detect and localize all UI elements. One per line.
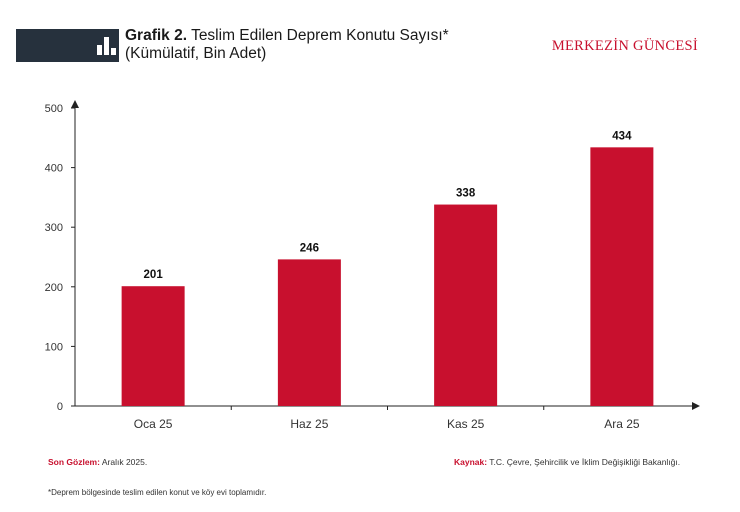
y-tick-label: 200 bbox=[45, 282, 63, 294]
chart-title-text: Teslim Edilen Deprem Konutu Sayısı* bbox=[191, 27, 449, 44]
y-tick-label: 500 bbox=[45, 103, 63, 115]
source-label: Kaynak: bbox=[454, 457, 488, 467]
chart-title: Grafik 2. Teslim Edilen Deprem Konutu Sa… bbox=[125, 27, 449, 63]
last-observation: Son Gözlem: Aralık 2025. bbox=[48, 457, 147, 467]
x-axis-arrow bbox=[692, 402, 700, 410]
data-label: 434 bbox=[612, 130, 632, 142]
x-tick-label: Kas 25 bbox=[447, 417, 485, 431]
last-observation-label: Son Gözlem: bbox=[48, 457, 100, 467]
brand-logo: MERKEZİN GÜNCESİ bbox=[551, 38, 698, 54]
header-badge bbox=[16, 29, 119, 62]
y-tick-label: 300 bbox=[45, 222, 63, 234]
x-tick-label: Ara 25 bbox=[604, 417, 640, 431]
y-axis-arrow bbox=[71, 100, 79, 108]
x-tick-label: Haz 25 bbox=[290, 417, 328, 431]
chart-title-number: Grafik 2. bbox=[125, 27, 188, 44]
bar bbox=[434, 204, 498, 406]
x-tick-label: Oca 25 bbox=[134, 417, 173, 431]
y-tick-label: 400 bbox=[45, 163, 63, 175]
bar bbox=[277, 259, 341, 406]
source: Kaynak: T.C. Çevre, Şehircilik ve İklim … bbox=[454, 457, 680, 467]
y-tick-label: 100 bbox=[45, 341, 63, 353]
y-tick-label: 0 bbox=[57, 401, 63, 413]
source-value: T.C. Çevre, Şehircilik ve İklim Değişikl… bbox=[489, 457, 681, 467]
last-observation-value: Aralık 2025. bbox=[101, 457, 148, 467]
data-label: 201 bbox=[144, 269, 164, 281]
bar bbox=[590, 147, 654, 406]
bar-chart: 0 100 200 300 400 500 201 Oca 25 246 Haz 25 338 Kas… bbox=[45, 100, 700, 431]
footnote: *Deprem bölgesinde teslim edilen konut v… bbox=[48, 488, 267, 497]
bar bbox=[121, 286, 185, 406]
data-label: 338 bbox=[456, 188, 476, 200]
data-label: 246 bbox=[300, 242, 319, 254]
bar-chart-icon bbox=[97, 37, 116, 55]
chart-subtitle: (Kümülatif, Bin Adet) bbox=[125, 45, 267, 62]
